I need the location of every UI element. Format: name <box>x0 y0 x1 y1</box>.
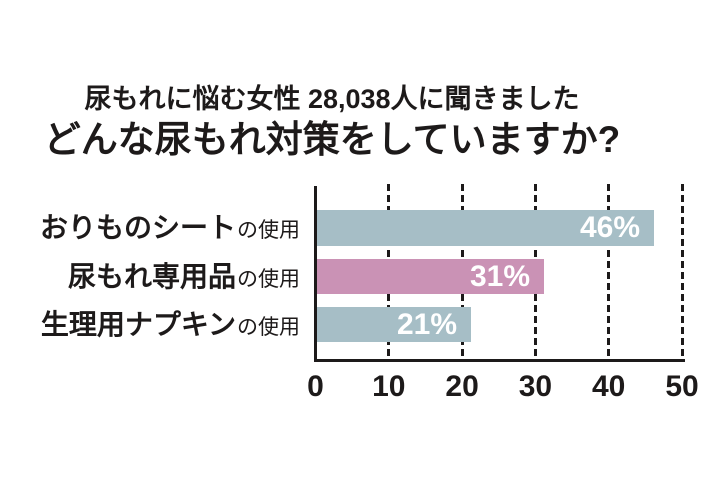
category-label-main: 尿もれ専用品 <box>67 261 236 292</box>
category-label-1: 尿もれ専用品 の使用 <box>68 259 300 294</box>
category-label-0: おりものシート の使用 <box>40 210 300 246</box>
dashed-gridline-50 <box>680 184 684 361</box>
category-label-2: 生理用ナプキン の使用 <box>41 307 300 342</box>
x-tick-label-0: 0 <box>307 370 324 403</box>
x-tick-label-10: 10 <box>372 370 406 403</box>
x-tick-label-50: 50 <box>665 370 699 403</box>
category-label-suffix: の使用 <box>237 219 300 242</box>
bar-value-label: 21% <box>396 307 457 341</box>
bar-0: 46% <box>317 210 654 246</box>
x-tick-label-30: 30 <box>518 370 553 403</box>
bar-2: 21% <box>317 307 471 342</box>
bar-1: 31% <box>317 259 544 294</box>
x-axis-line <box>314 359 685 362</box>
title-block: 尿もれに悩む女性 28,038人に聞きました どんな尿もれ対策をしていますか? <box>0 82 664 162</box>
category-label-main: おりものシート <box>39 212 236 243</box>
category-label-suffix: の使用 <box>237 316 300 339</box>
category-label-suffix: の使用 <box>237 268 300 291</box>
chart-title: どんな尿もれ対策をしていますか? <box>43 119 621 160</box>
category-label-main: 生理用ナプキン <box>40 309 236 340</box>
bar-value-label: 46% <box>579 211 640 244</box>
chart-subtitle: 尿もれに悩む女性 28,038人に聞きました <box>84 84 580 114</box>
dashed-gridline-40 <box>607 184 611 361</box>
y-axis-line <box>314 186 317 362</box>
bar-value-label: 31% <box>469 259 530 293</box>
x-tick-label-20: 20 <box>445 370 479 403</box>
x-tick-label-40: 40 <box>592 370 626 403</box>
